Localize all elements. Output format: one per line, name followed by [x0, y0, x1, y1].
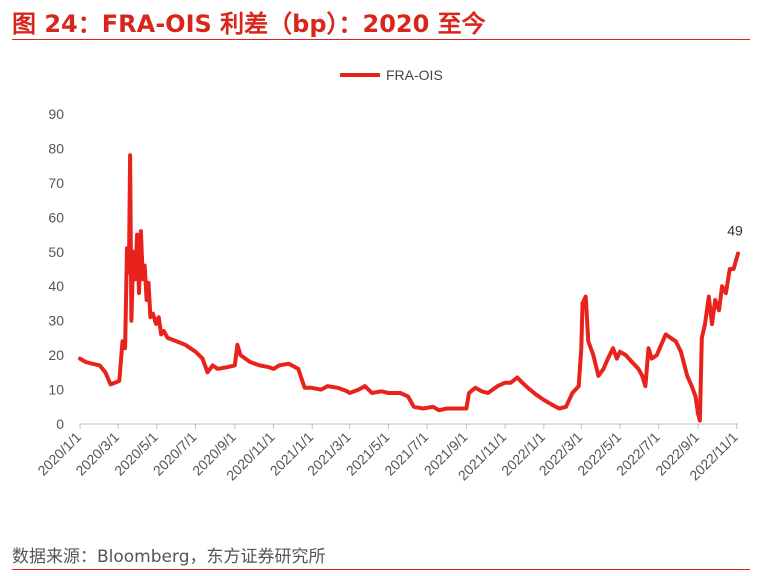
y-tick-label: 90	[48, 106, 64, 122]
chart: FRA-OIS 01020304050607080902020/1/12020/…	[34, 67, 743, 483]
data-label-last-value: 49	[727, 223, 743, 239]
y-tick-label: 40	[48, 278, 64, 294]
y-tick-label: 10	[48, 382, 64, 398]
source-note: 数据来源：Bloomberg，东方证券研究所	[12, 547, 326, 567]
chart-legend: FRA-OIS	[340, 67, 443, 83]
y-tick-label: 80	[48, 140, 64, 156]
series-layer: 49	[78, 153, 743, 423]
y-tick-label: 60	[48, 209, 64, 225]
title-divider	[12, 39, 750, 40]
y-tick-label: 0	[56, 416, 64, 432]
footer-divider	[12, 569, 750, 570]
series-line-fra-ois	[78, 153, 740, 423]
y-tick-label: 50	[48, 244, 64, 260]
chart-axes: 01020304050607080902020/1/12020/3/12020/…	[34, 106, 741, 483]
page-title: 图 24：FRA-OIS 利差（bp）：2020 至今	[12, 10, 486, 38]
y-tick-label: 70	[48, 175, 64, 191]
legend-label: FRA-OIS	[386, 67, 443, 83]
y-tick-label: 20	[48, 347, 64, 363]
y-tick-label: 30	[48, 313, 64, 329]
